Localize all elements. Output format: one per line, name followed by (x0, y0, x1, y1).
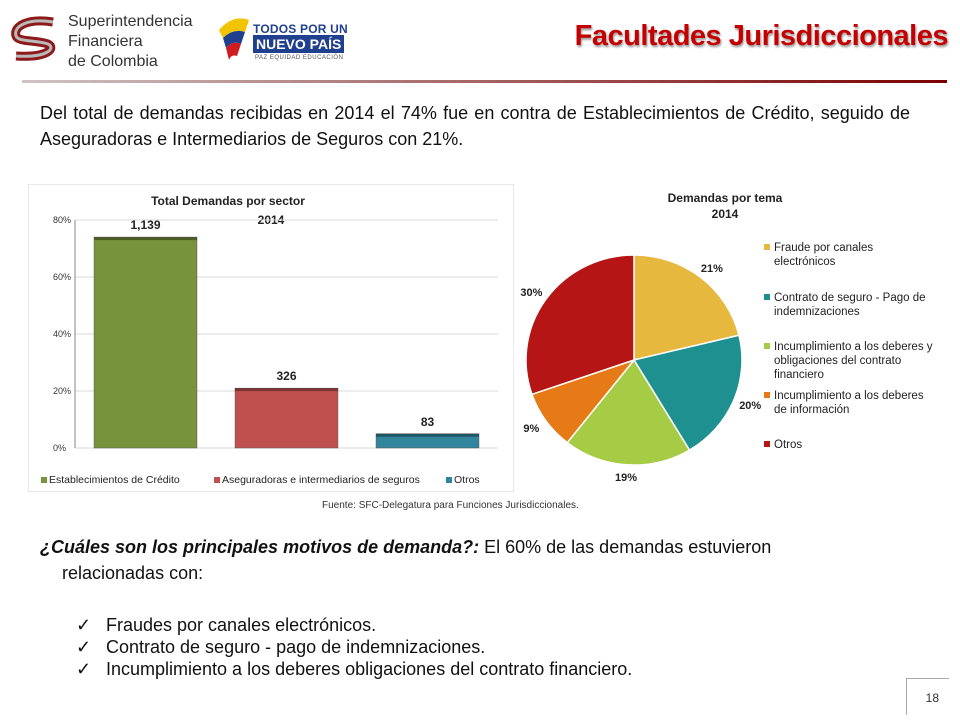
legend-label: Fraude por canales electrónicos (774, 242, 873, 268)
legend-label: Establecimientos de Crédito (49, 474, 180, 486)
pie-chart-subtitle: 2014 (712, 207, 739, 221)
bar-data-label: 83 (421, 415, 435, 429)
bar-chart-svg: Total Demandas por sector 2014 0%20%40%6… (27, 183, 515, 493)
legend-swatch (764, 244, 770, 250)
legend-swatch (214, 477, 220, 483)
pie-slice (632, 334, 743, 452)
page-number: 18 (925, 691, 939, 705)
legend-swatch (446, 477, 452, 483)
bar (375, 433, 480, 449)
legend-entry: Fraude por canales electrónicos (764, 242, 873, 268)
legend-label: Aseguradoras e intermediarios de seguros (222, 474, 420, 486)
y-tick-label: 40% (53, 329, 71, 339)
reasons-list: ✓ Fraudes por canales electrónicos. ✓ Cont… (76, 614, 632, 680)
pie-data-label: 9% (523, 423, 539, 435)
bar-data-label: 1,139 (130, 218, 160, 232)
bar-top-edge (94, 237, 197, 241)
y-tick-label: 80% (53, 215, 71, 225)
legend-swatch (41, 477, 47, 483)
legend-swatch (764, 392, 770, 398)
question-rest: El 60% de las demandas estuvieron (479, 537, 772, 557)
legend-label: Otros (774, 439, 802, 451)
pie-slice (525, 254, 635, 396)
title-divider (22, 80, 947, 83)
legend-label: Otros (454, 474, 480, 486)
y-tick-label: 20% (53, 386, 71, 396)
pie-chart-svg: Demandas por tema 2014 21% 20% 19% 9% 30% Fr… (520, 191, 933, 484)
gov-logo: TODOS POR UN NUEVO PAÍS PAZ EQUIDAD EDUC… (213, 10, 363, 70)
gov-logo-line2: NUEVO PAÍS (253, 35, 345, 53)
pie-chart-title: Demandas por tema (668, 191, 783, 205)
checkmark-icon: ✓ (76, 637, 92, 657)
pie-slice (633, 254, 740, 361)
reason-item: ✓ Incumplimiento a los deberes obligacion… (76, 658, 632, 680)
legend-swatch (764, 294, 770, 300)
legend-entry: Otros (764, 439, 802, 451)
slide-title: Facultades Jurisdiccionales (574, 20, 949, 52)
legend-label: Incumplimiento a los deberes de informaci… (774, 390, 924, 416)
sfc-name-line: Superintendencia (68, 13, 193, 30)
legend-entry: Incumplimiento a los deberes y obligacion… (764, 341, 933, 381)
colombia-emblem-icon (219, 18, 249, 60)
checkmark-icon: ✓ (76, 615, 92, 635)
bar (234, 387, 339, 449)
pie-data-label: 19% (615, 472, 637, 484)
reason-text: Incumplimiento a los deberes obligacione… (106, 659, 633, 679)
checkmark-icon: ✓ (76, 659, 92, 679)
question-paragraph: ¿Cuáles son los principales motivos de d… (40, 534, 930, 586)
sfc-emblem-icon (8, 14, 58, 64)
bar-chart-title: Total Demandas por sector (151, 194, 305, 208)
gov-logo-line1: TODOS POR UN (253, 22, 348, 36)
reason-item: ✓ Contrato de seguro - pago de indemnizac… (76, 636, 632, 658)
bar-top-edge (235, 388, 338, 392)
page-number-box: 18 (906, 678, 949, 715)
sfc-name-line: Financiera (68, 33, 143, 50)
y-tick-label: 0% (53, 443, 66, 453)
pie-data-label: 20% (739, 400, 761, 412)
reason-text: Contrato de seguro - pago de indemnizaci… (106, 637, 486, 657)
chart-source-note: Fuente: SFC-Delegatura para Funciones Ju… (322, 500, 579, 511)
pie-data-label: 21% (701, 263, 723, 275)
gov-logo-line3: PAZ EQUIDAD EDUCACIÓN (255, 55, 344, 61)
intro-paragraph: Del total de demandas recibidas en 2014 … (40, 103, 910, 149)
legend-swatch (764, 441, 770, 447)
bar (93, 236, 198, 449)
bar-chart: Total Demandas por sector 2014 0% 20% 40% 6… (27, 183, 515, 493)
sfc-name-line: de Colombia (68, 53, 158, 70)
bar-data-label: 326 (276, 369, 296, 383)
pie-data-label: 30% (520, 287, 542, 299)
legend-entry: Contrato de seguro - Pago de indemnizacio… (764, 292, 926, 318)
y-tick-label: 60% (53, 272, 71, 282)
legend-entry: Incumplimiento a los deberes de informaci… (764, 390, 924, 416)
pie-slice (566, 358, 691, 466)
bar-top-edge (376, 433, 479, 437)
legend-label: Contrato de seguro - Pago de indemnizacio… (774, 292, 926, 318)
sfc-name: Superintendencia Financiera de Colombia (68, 12, 193, 72)
reason-text: Fraudes por canales electrónicos. (106, 615, 377, 635)
reason-item: ✓ Fraudes por canales electrónicos. (76, 614, 632, 636)
legend-label: Incumplimiento a los deberes y obligacion… (774, 341, 933, 381)
question-lead: ¿Cuáles son los principales motivos de d… (40, 537, 480, 557)
question-continuation: relacionadas con: (62, 563, 204, 583)
pie-chart: Demandas por tema 2014 21% 20% 19% 9% 30% Fr… (510, 184, 960, 484)
legend-swatch (764, 343, 770, 349)
sfc-logo: Superintendencia Financiera de Colombia (8, 8, 193, 70)
